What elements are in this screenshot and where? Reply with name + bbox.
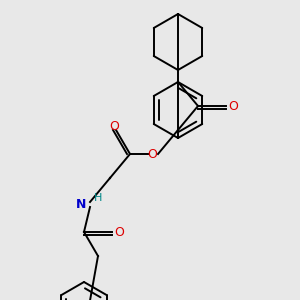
Text: H: H [94,193,102,203]
Text: O: O [147,148,157,161]
Text: O: O [228,100,238,113]
Text: N: N [76,197,86,211]
Text: O: O [114,226,124,239]
Text: O: O [109,119,119,133]
